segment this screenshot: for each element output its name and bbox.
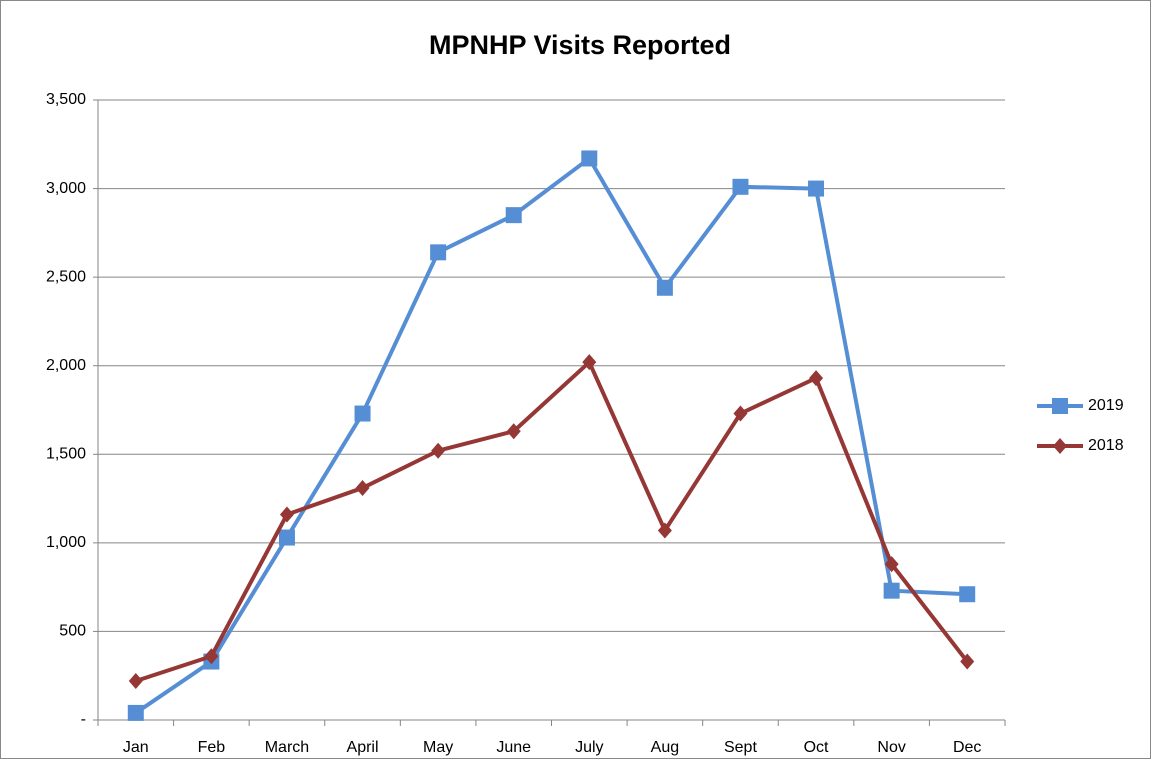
y-tick-label: 500 xyxy=(59,623,86,640)
marker xyxy=(959,586,976,603)
x-tick-label: June xyxy=(496,739,531,756)
x-tick-label: May xyxy=(423,739,453,756)
y-tick-label: 2,500 xyxy=(46,268,86,285)
marker xyxy=(354,405,371,422)
x-tick-label: Nov xyxy=(877,739,905,756)
y-tick-label: 2,000 xyxy=(46,357,86,374)
marker xyxy=(355,479,370,496)
marker xyxy=(128,673,143,690)
marker xyxy=(657,522,672,539)
y-tick-label: - xyxy=(81,711,86,728)
series-line xyxy=(135,360,969,683)
x-tick-label: Dec xyxy=(953,739,981,756)
marker xyxy=(732,178,749,195)
legend-label: 2019 xyxy=(1088,397,1124,414)
marker xyxy=(1053,438,1067,454)
marker xyxy=(127,704,144,721)
x-tick-label: April xyxy=(347,739,379,756)
y-tick-label: 1,500 xyxy=(46,446,86,463)
marker xyxy=(883,582,900,599)
marker xyxy=(506,423,521,440)
series-line xyxy=(134,156,968,715)
marker xyxy=(278,529,295,546)
marker xyxy=(656,279,673,296)
marker xyxy=(809,370,824,387)
legend-label: 2018 xyxy=(1088,437,1124,454)
x-tick-label: Sept xyxy=(724,739,757,756)
y-tick-label: 3,000 xyxy=(46,180,86,197)
x-tick-label: Jan xyxy=(123,739,149,756)
marker xyxy=(1052,398,1068,414)
chart-title: MPNHP Visits Reported xyxy=(429,30,731,60)
marker xyxy=(884,556,899,573)
marker xyxy=(505,207,522,224)
marker xyxy=(582,354,597,371)
x-tick-label: July xyxy=(575,739,603,756)
y-tick-label: 1,000 xyxy=(46,534,86,551)
x-tick-label: Feb xyxy=(198,739,226,756)
marker xyxy=(204,648,219,665)
x-tick-label: March xyxy=(265,739,309,756)
marker xyxy=(581,150,598,167)
marker xyxy=(431,442,446,459)
marker xyxy=(808,180,825,197)
y-tick-label: 3,500 xyxy=(46,91,86,108)
x-tick-label: Aug xyxy=(651,739,679,756)
marker xyxy=(279,506,294,523)
marker xyxy=(960,653,975,670)
marker xyxy=(430,244,447,261)
x-tick-label: Oct xyxy=(804,739,829,756)
marker xyxy=(733,405,748,422)
